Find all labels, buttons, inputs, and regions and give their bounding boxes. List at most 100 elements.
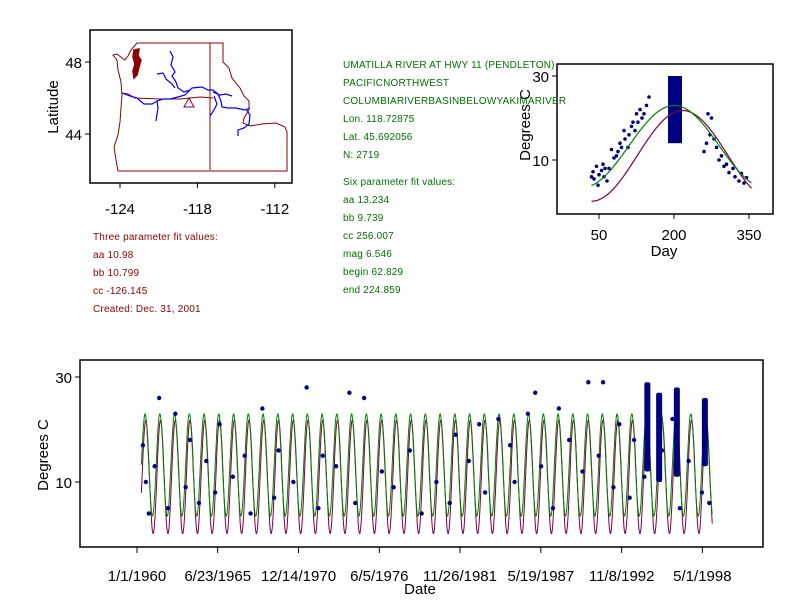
ts-data-point bbox=[407, 448, 413, 453]
ts-x-tick-label: 5/19/1987 bbox=[507, 568, 574, 585]
ts-data-point bbox=[556, 406, 562, 411]
ts-data-point bbox=[642, 474, 647, 479]
map-x-tick-label: -118 bbox=[183, 201, 212, 218]
ts-data-point bbox=[477, 422, 482, 427]
seasonal-x-tick-label: 350 bbox=[736, 227, 761, 244]
ts-data-point bbox=[353, 500, 358, 506]
ts-data-point bbox=[248, 511, 253, 516]
seasonal-data-point bbox=[609, 147, 614, 152]
six-param-end: end 224.859 bbox=[343, 285, 401, 296]
seasonal-data-point bbox=[704, 141, 709, 145]
ts-data-point bbox=[677, 506, 682, 511]
ts-data-point bbox=[204, 458, 209, 464]
map-y-tick-label: 48 bbox=[65, 55, 82, 72]
created-date: Created: Dec. 31, 2001 bbox=[93, 304, 201, 315]
ts-data-point bbox=[600, 380, 606, 385]
ts-data-point bbox=[447, 500, 452, 506]
seasonal-data-point bbox=[638, 107, 642, 112]
ts-data-point bbox=[617, 422, 622, 427]
ts-data-point bbox=[507, 443, 513, 448]
seasonal-data-point bbox=[647, 95, 651, 99]
station-n: N: 2719 bbox=[343, 150, 380, 161]
ts-data-point bbox=[242, 453, 247, 458]
six-param-title: Six parameter fit values: bbox=[343, 177, 456, 188]
three-param-cc: cc -126.145 bbox=[93, 286, 148, 297]
ts-data-point bbox=[434, 479, 439, 485]
six-param-aa: aa 13.234 bbox=[343, 195, 390, 206]
seasonal-data-point bbox=[601, 162, 605, 166]
ts-data-point bbox=[659, 448, 665, 453]
six-param-bb: bb 9.739 bbox=[343, 213, 384, 224]
seasonal-three-param-fit-line bbox=[591, 109, 752, 202]
map-x-tick-label: -112 bbox=[260, 201, 289, 218]
seasonal-data-point bbox=[636, 120, 640, 124]
ts-y-tick-label: 30 bbox=[55, 370, 72, 387]
seasonal-data-point bbox=[619, 145, 624, 150]
seasonal-data-point bbox=[612, 156, 616, 160]
ts-data-point bbox=[419, 511, 424, 516]
seasonal-data-point bbox=[714, 145, 719, 150]
seasonal-data-point bbox=[596, 183, 600, 187]
six-param-mag: mag 6.546 bbox=[343, 249, 393, 260]
ts-data-point bbox=[347, 390, 352, 395]
station-region: PACIFICNORTHWEST bbox=[343, 78, 450, 89]
ts-data-point bbox=[686, 458, 691, 464]
ts-data-point bbox=[271, 495, 277, 500]
ts-data-point bbox=[143, 479, 149, 485]
seasonal-data-point bbox=[706, 112, 710, 116]
seasonal-data-point bbox=[640, 116, 644, 120]
ts-data-point bbox=[140, 443, 146, 448]
rivers bbox=[121, 50, 251, 136]
seasonal-data-point bbox=[702, 149, 706, 154]
seasonal-data-point bbox=[642, 112, 646, 116]
ts-data-point bbox=[496, 416, 501, 422]
ts-data-point bbox=[212, 490, 218, 495]
ts-data-point bbox=[183, 485, 188, 490]
ts-data-point bbox=[260, 406, 265, 411]
ts-data-point bbox=[304, 385, 309, 390]
seasonal-data-point bbox=[603, 166, 607, 171]
seasonal-data-point bbox=[717, 158, 721, 162]
station-basin: COLUMBIARIVERBASINBELOWYAKIMARIVER bbox=[343, 96, 567, 107]
ts-data-point bbox=[512, 479, 517, 485]
ts-dense-bar bbox=[673, 387, 680, 477]
seasonal-frame bbox=[556, 63, 774, 215]
seasonal-data-point bbox=[599, 168, 604, 173]
ts-data-point bbox=[173, 411, 178, 416]
ts-data-point bbox=[533, 390, 538, 395]
ts-x-tick-label: 12/14/1970 bbox=[261, 568, 336, 585]
seasonal-data-point bbox=[614, 154, 619, 158]
three-param-aa: aa 10.98 bbox=[93, 250, 134, 261]
seasonal-data-point bbox=[634, 112, 639, 116]
ts-data-point bbox=[453, 432, 458, 437]
seasonal-data-point bbox=[594, 164, 599, 169]
map-x-tick-label: -124 bbox=[105, 201, 135, 218]
three-param-bb: bb 10.799 bbox=[93, 268, 140, 279]
seasonal-data-point bbox=[731, 166, 735, 171]
seasonal-dense-band bbox=[668, 76, 682, 144]
ts-data-point bbox=[146, 511, 151, 516]
ts-data-point bbox=[586, 380, 591, 385]
ts-data-point bbox=[291, 479, 296, 485]
seasonal-data-point bbox=[592, 177, 596, 181]
seasonal-y-tick-label: 30 bbox=[532, 69, 549, 86]
ts-data-point bbox=[361, 395, 367, 401]
ts-data-point bbox=[482, 490, 488, 495]
ts-data-point bbox=[566, 437, 572, 443]
station-name: UMATILLA RIVER AT HWY 11 (PENDLETON) bbox=[343, 60, 555, 71]
seasonal-data-point bbox=[631, 120, 635, 124]
ts-data-point bbox=[596, 453, 601, 458]
seasonal-data-point bbox=[627, 133, 631, 137]
seasonal-data-point bbox=[622, 128, 626, 133]
seasonal-data-point bbox=[737, 179, 741, 183]
ts-x-axis-label: Date bbox=[404, 581, 436, 598]
seasonal-y-tick-label: 10 bbox=[532, 153, 549, 170]
ts-data-point bbox=[165, 506, 171, 511]
ts-data-point bbox=[276, 448, 281, 453]
ts-data-point bbox=[525, 411, 531, 416]
ts-data-point bbox=[333, 464, 339, 469]
puget-sound-islands bbox=[132, 48, 142, 80]
ts-y-axis-label: Degrees C bbox=[35, 419, 52, 491]
seasonal-data-point bbox=[733, 175, 737, 179]
